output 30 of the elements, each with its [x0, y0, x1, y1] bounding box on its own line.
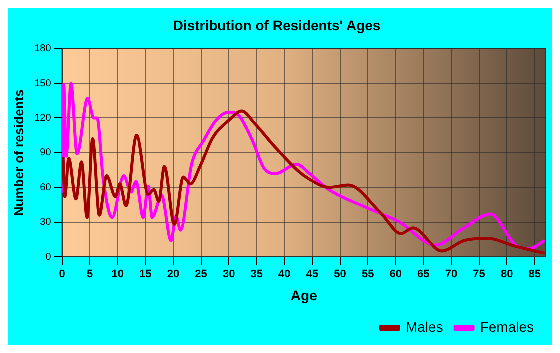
x-tick-label: 20	[167, 268, 180, 281]
y-tick-label: 120	[34, 112, 52, 124]
x-tick-label: 40	[278, 268, 291, 281]
x-tick-label: 45	[306, 268, 319, 281]
legend-label: Females	[480, 318, 534, 335]
x-tick-label: 70	[445, 268, 458, 281]
y-tick-label: 30	[40, 217, 52, 228]
x-tick-label: 65	[418, 268, 430, 281]
y-tick-label: 90	[40, 148, 52, 159]
x-tick-label: 25	[195, 268, 208, 281]
x-tick-label: 10	[112, 268, 124, 281]
x-tick-label: 55	[362, 268, 374, 281]
x-tick-label: 60	[390, 268, 402, 281]
chart-title: Distribution of Residents' Ages	[173, 17, 381, 34]
y-tick-label: 180	[34, 44, 52, 55]
x-tick-label: 35	[250, 268, 264, 281]
x-tick-label: 85	[528, 268, 542, 281]
x-tick-label: 75	[473, 268, 486, 281]
y-axis-title: Number of residents	[11, 90, 26, 216]
legend-label: Males	[406, 318, 444, 335]
x-tick-label: 5	[87, 268, 94, 281]
x-tick-label: 15	[140, 268, 152, 281]
x-axis-title: Age	[290, 287, 318, 304]
y-tick-label: 0	[46, 252, 52, 263]
x-tick-label: 80	[500, 268, 514, 281]
y-tick-label: 150	[34, 78, 52, 90]
x-tick-label: 50	[334, 268, 346, 281]
x-tick-label: 30	[222, 268, 236, 281]
y-tick-label: 60	[40, 182, 52, 194]
x-tick-label: 0	[59, 268, 66, 281]
